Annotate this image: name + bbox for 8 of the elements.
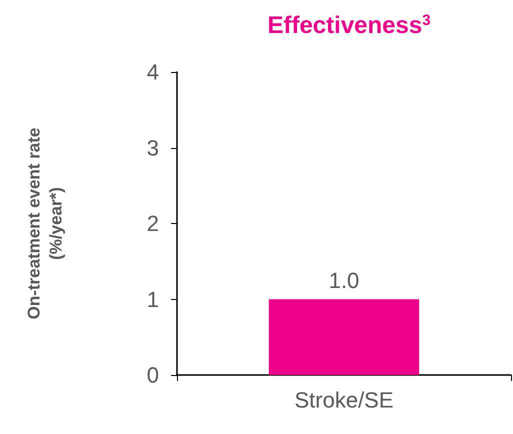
y-tick-label: 4 (146, 60, 159, 84)
data-label: 1.0 (328, 268, 360, 293)
y-tick-label: 2 (146, 211, 159, 236)
y-tick-label: 0 (146, 362, 159, 388)
y-tick-label: 3 (146, 135, 159, 160)
y-tick-label: 1 (146, 286, 159, 312)
x-tick-label: Stroke/SE (294, 388, 394, 412)
y-axis-title: On-treatment event rate (%/year*) (24, 128, 66, 320)
